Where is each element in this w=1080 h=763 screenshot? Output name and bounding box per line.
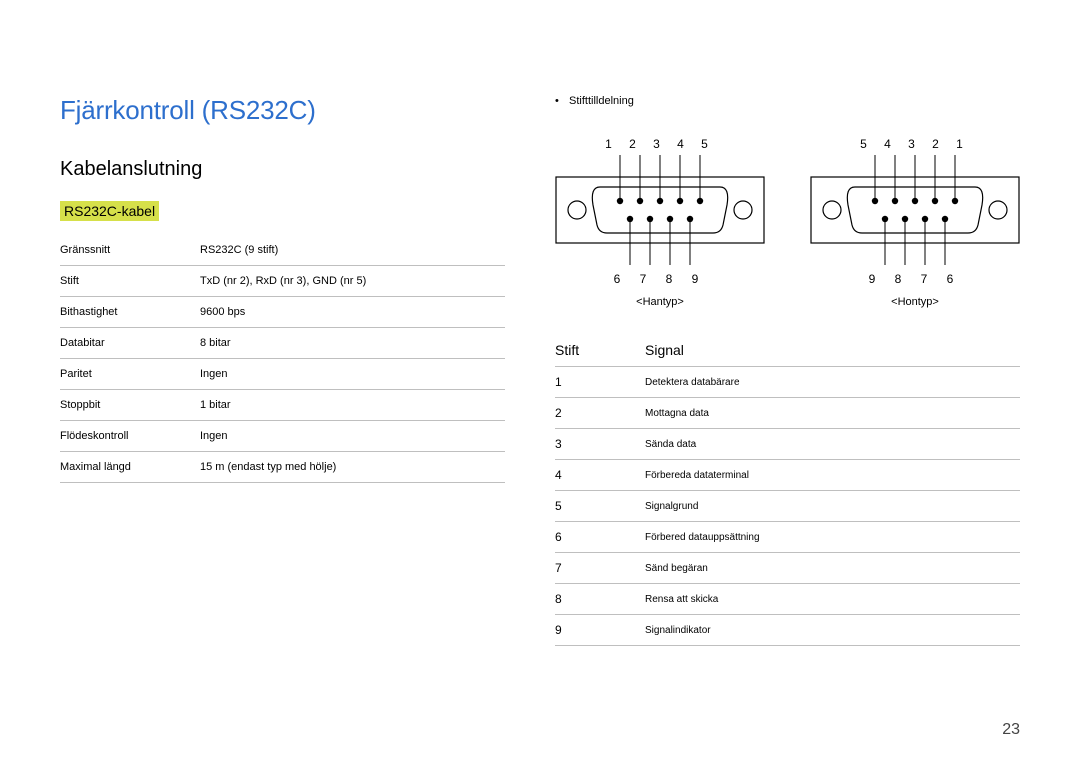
table-row: 4Förbereda dataterminal [555, 460, 1020, 491]
spec-value: RS232C (9 stift) [200, 235, 505, 266]
signal-table: Stift Signal 1Detektera databärare2Motta… [555, 334, 1020, 646]
spec-value: 15 m (endast typ med hölje) [200, 452, 505, 483]
table-row: 2Mottagna data [555, 398, 1020, 429]
table-row: 8Rensa att skicka [555, 584, 1020, 615]
signal-header-sig: Signal [645, 334, 1020, 367]
spec-value: 9600 bps [200, 297, 505, 328]
signal-pin: 7 [555, 553, 645, 584]
spec-value: Ingen [200, 421, 505, 452]
signal-pin: 9 [555, 615, 645, 646]
spec-value: 1 bitar [200, 390, 505, 421]
spec-label: Stift [60, 266, 200, 297]
spec-label: Paritet [60, 359, 200, 390]
signal-desc: Mottagna data [645, 398, 1020, 429]
pins-top-left: 1 2 3 4 5 [555, 137, 765, 151]
section-heading: RS232C-kabel [60, 201, 159, 221]
pins-top-right: 5 4 3 2 1 [810, 137, 1020, 151]
signal-header-pin: Stift [555, 334, 645, 367]
table-row: StiftTxD (nr 2), RxD (nr 3), GND (nr 5) [60, 266, 505, 297]
spec-label: Stoppbit [60, 390, 200, 421]
signal-pin: 5 [555, 491, 645, 522]
signal-desc: Förbereda dataterminal [645, 460, 1020, 491]
spec-label: Maximal längd [60, 452, 200, 483]
signal-desc: Förbered datauppsättning [645, 522, 1020, 553]
spec-table: GränssnittRS232C (9 stift)StiftTxD (nr 2… [60, 235, 505, 483]
table-row: Bithastighet9600 bps [60, 297, 505, 328]
signal-pin: 1 [555, 367, 645, 398]
signal-pin: 6 [555, 522, 645, 553]
caption-female: <Hontyp> [810, 296, 1020, 308]
signal-pin: 3 [555, 429, 645, 460]
table-row: ParitetIngen [60, 359, 505, 390]
signal-desc: Sänd begäran [645, 553, 1020, 584]
pins-bot-right: 9 8 7 6 [810, 272, 1020, 286]
table-row: 9Signalindikator [555, 615, 1020, 646]
table-row: Stoppbit1 bitar [60, 390, 505, 421]
spec-label: Bithastighet [60, 297, 200, 328]
signal-desc: Rensa att skicka [645, 584, 1020, 615]
pins-bot-left: 6 7 8 9 [555, 272, 765, 286]
table-row: 5Signalgrund [555, 491, 1020, 522]
signal-pin: 8 [555, 584, 645, 615]
spec-value: 8 bitar [200, 328, 505, 359]
signal-desc: Signalindikator [645, 615, 1020, 646]
db9-female-icon [810, 155, 1020, 265]
table-row: Maximal längd15 m (endast typ med hölje) [60, 452, 505, 483]
table-row: 6Förbered datauppsättning [555, 522, 1020, 553]
connector-male: 1 2 3 4 5 [555, 137, 765, 308]
bullet-stifttilldelning: Stifttilldelning [555, 95, 1020, 107]
page-title: Fjärrkontroll (RS232C) [60, 95, 505, 126]
signal-pin: 4 [555, 460, 645, 491]
signal-desc: Detektera databärare [645, 367, 1020, 398]
spec-value: TxD (nr 2), RxD (nr 3), GND (nr 5) [200, 266, 505, 297]
table-row: 7Sänd begäran [555, 553, 1020, 584]
signal-pin: 2 [555, 398, 645, 429]
page-number: 23 [1002, 721, 1020, 739]
table-row: 3Sända data [555, 429, 1020, 460]
spec-label: Gränssnitt [60, 235, 200, 266]
db9-male-icon [555, 155, 765, 265]
caption-male: <Hantyp> [555, 296, 765, 308]
table-row: Databitar8 bitar [60, 328, 505, 359]
table-row: GränssnittRS232C (9 stift) [60, 235, 505, 266]
signal-desc: Signalgrund [645, 491, 1020, 522]
spec-label: Flödeskontroll [60, 421, 200, 452]
spec-value: Ingen [200, 359, 505, 390]
spec-label: Databitar [60, 328, 200, 359]
connector-female: 5 4 3 2 1 9 8 7 6 <Hont [810, 137, 1020, 308]
signal-desc: Sända data [645, 429, 1020, 460]
subtitle: Kabelanslutning [60, 158, 505, 181]
table-row: FlödeskontrollIngen [60, 421, 505, 452]
table-row: 1Detektera databärare [555, 367, 1020, 398]
